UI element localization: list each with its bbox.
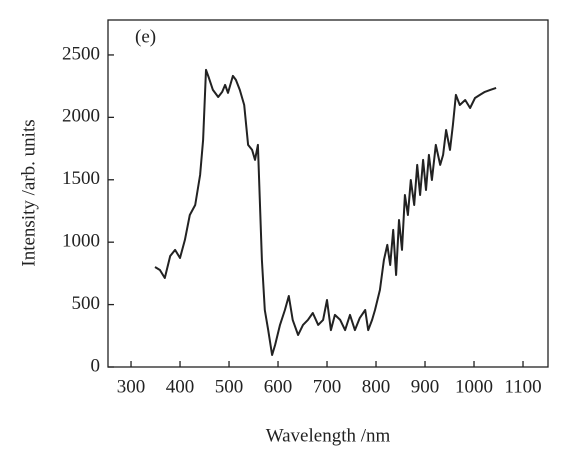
x-tick-label: 1000 xyxy=(455,376,493,397)
x-tick-label: 900 xyxy=(411,376,440,397)
y-tick-label: 2000 xyxy=(62,106,100,127)
x-tick-label: 1100 xyxy=(504,376,541,397)
y-tick-label: 0 xyxy=(91,355,101,376)
x-axis-label: Wavelength /nm xyxy=(266,425,391,446)
plot-frame xyxy=(107,19,549,368)
x-tick-label: 800 xyxy=(362,376,391,397)
annotation: (e) xyxy=(135,26,156,47)
x-tick-label: 700 xyxy=(313,376,342,397)
x-tick-label: 500 xyxy=(215,376,244,397)
y-tick-label: 500 xyxy=(72,293,101,314)
x-tick-label: 600 xyxy=(264,376,293,397)
y-tick-label: 1000 xyxy=(62,231,100,252)
y-tick-label: 1500 xyxy=(62,168,100,189)
x-tick-label: 300 xyxy=(117,376,146,397)
y-axis-label: Intensity /arb. units xyxy=(18,119,39,266)
y-tick-label: 2500 xyxy=(62,43,100,64)
data-line xyxy=(154,68,497,356)
x-tick-label: 400 xyxy=(166,376,195,397)
